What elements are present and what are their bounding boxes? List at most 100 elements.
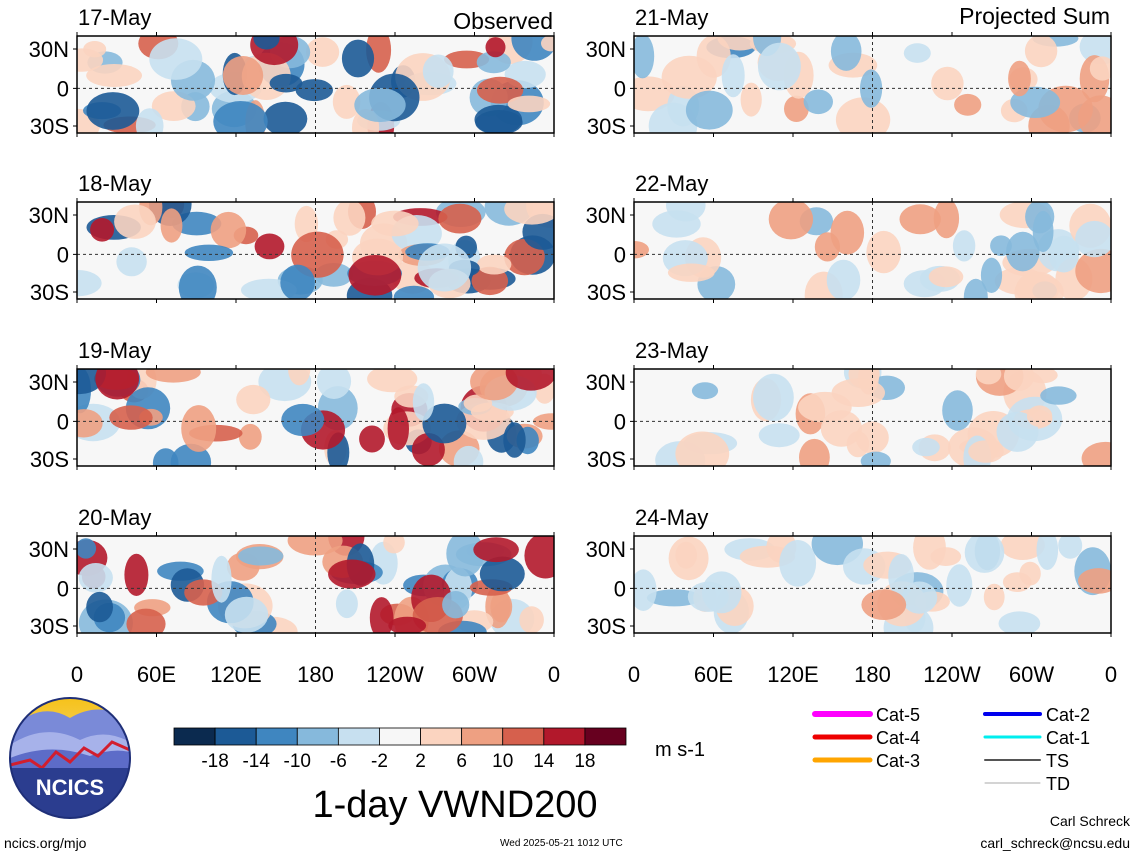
y-tick-label: 30N (29, 37, 69, 62)
wind-contour (149, 38, 203, 80)
wind-contour (473, 537, 519, 563)
wind-contour (928, 266, 964, 288)
y-tick-label: 30S (30, 447, 69, 472)
wind-contour (332, 84, 361, 119)
colorbar-label: 10 (492, 751, 513, 772)
y-tick-label: 0 (614, 242, 626, 267)
wind-contour (933, 202, 960, 239)
panel-date: 17-May (78, 5, 151, 30)
y-tick-label: 30S (30, 114, 69, 139)
y-tick-label: 0 (614, 576, 626, 601)
wind-contour (1040, 386, 1077, 405)
storm-legend-label: TD (1046, 774, 1070, 794)
wind-contour (1081, 441, 1111, 466)
wind-contour (803, 89, 833, 115)
site-link[interactable]: ncics.org/mjo (4, 835, 87, 851)
wind-contour (757, 42, 801, 91)
wind-contour (126, 608, 166, 633)
y-tick-label: 30S (587, 114, 626, 139)
wind-contour (152, 448, 179, 466)
wind-contour (1000, 536, 1045, 560)
wind-contour (1058, 536, 1083, 559)
colorbar-swatch (255, 727, 298, 746)
author-email[interactable]: carl_schreck@ncsu.edu (980, 835, 1130, 851)
wind-contour (866, 230, 901, 274)
y-tick-label: 30N (29, 370, 69, 395)
wind-contour (369, 597, 394, 633)
wind-contour (740, 82, 762, 117)
wind-contour (696, 36, 731, 78)
y-tick-label: 30N (29, 203, 69, 228)
colorbar-label: 14 (533, 751, 555, 772)
wind-field (77, 36, 554, 133)
wind-contour (160, 208, 183, 243)
wind-contour (77, 409, 103, 438)
wind-contour (269, 73, 303, 93)
wind-contour (505, 369, 554, 391)
wind-contour (861, 589, 907, 620)
storm-legend: Cat-5 Cat-4 Cat-3 Cat-2 Cat-1 TS TD (812, 705, 1090, 794)
panel-date: 23-May (635, 338, 708, 363)
wind-contour (254, 233, 285, 260)
wind-contour (485, 37, 506, 58)
wind-contour (1019, 561, 1041, 586)
wind-contour (524, 536, 554, 579)
wind-contour (952, 230, 976, 262)
wind-contour (1003, 369, 1035, 391)
ncics-logo[interactable]: NCICS (9, 697, 131, 828)
chart-title: 1-day VWND200 (312, 784, 597, 826)
x-tick-label: 60W (452, 662, 497, 687)
wind-contour (288, 369, 311, 386)
wind-contour (371, 210, 419, 237)
wind-field (634, 202, 1111, 299)
colorbar-label: 2 (415, 751, 426, 772)
y-tick-label: 0 (614, 409, 626, 434)
x-tick-label: 120W (923, 662, 981, 687)
panel-date: 18-May (78, 171, 151, 196)
wind-contour (383, 536, 405, 554)
wind-contour (1024, 36, 1058, 68)
colorbar-swatch (461, 727, 504, 746)
logo-text: NCICS (36, 775, 104, 800)
x-tick-label: 0 (71, 662, 83, 687)
wind-contour (1006, 231, 1040, 272)
wind-contour (826, 259, 861, 299)
x-tick-label: 60E (137, 662, 176, 687)
wind-contour (236, 384, 271, 415)
colorbar-label: 6 (456, 751, 467, 772)
wind-contour (519, 606, 544, 633)
x-tick-label: 60E (694, 662, 733, 687)
wind-contour (393, 285, 435, 299)
wind-contour (980, 257, 1003, 293)
wind-contour (899, 204, 941, 235)
wind-contour (479, 556, 525, 592)
y-tick-label: 30N (586, 37, 626, 62)
colorbar-swatch (420, 727, 463, 746)
wind-contour (210, 211, 247, 249)
wind-contour (753, 373, 794, 421)
colorbar-label: -2 (371, 751, 388, 772)
wind-contour (387, 407, 409, 451)
wind-contour (95, 369, 140, 400)
wind-contour (903, 43, 931, 63)
wind-contour (316, 369, 352, 399)
colorbar-swatch (214, 727, 257, 746)
wind-contour (968, 440, 1004, 463)
wind-contour (758, 423, 800, 448)
storm-legend-label: Cat-3 (876, 751, 920, 771)
y-tick-label: 0 (57, 76, 69, 101)
wind-contour (1075, 220, 1111, 258)
wind-contour (634, 241, 649, 259)
wind-contour (114, 204, 156, 239)
wind-contour (1008, 60, 1031, 97)
wind-contour (388, 616, 427, 633)
wind-contour (1078, 568, 1111, 594)
wind-contour (503, 422, 526, 458)
wind-contour (675, 541, 697, 569)
wind-contour (954, 93, 982, 116)
wind-contour (634, 569, 657, 611)
wind-contour (116, 247, 147, 277)
wind-contour (77, 538, 97, 559)
